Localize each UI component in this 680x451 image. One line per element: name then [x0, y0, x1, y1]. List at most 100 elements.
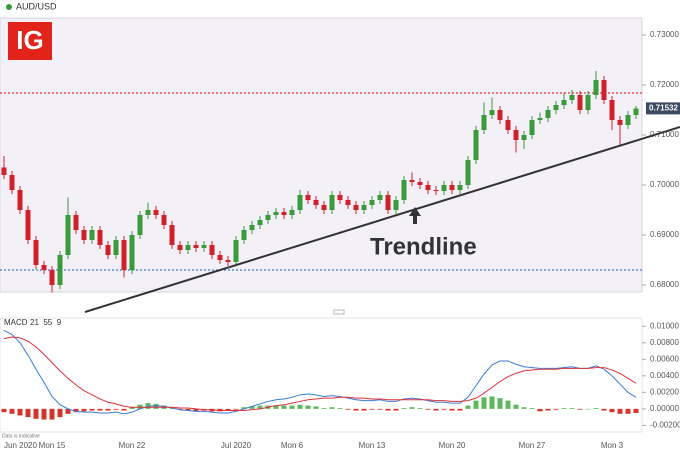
x-tick-label: Jun 2020 — [4, 441, 37, 450]
trendline — [84, 126, 680, 313]
histogram-bar — [249, 406, 255, 409]
candle-body — [545, 110, 551, 118]
histogram-bar — [65, 408, 71, 414]
histogram-bar — [377, 408, 383, 410]
candle-body — [497, 110, 503, 120]
histogram-bar — [289, 405, 295, 409]
candle-body — [169, 225, 175, 245]
candle-body — [209, 245, 215, 255]
histogram-bar — [241, 407, 247, 409]
histogram-bar — [361, 408, 367, 411]
candle-body — [145, 210, 151, 215]
y-tick-label: 0.00800 — [650, 338, 679, 347]
histogram-bar — [633, 408, 639, 413]
candle-body — [297, 195, 303, 210]
candle-body — [313, 200, 319, 205]
y-tick-label: 0.70000 — [650, 180, 679, 189]
price-tag-label: 0.71532 — [649, 104, 678, 113]
x-tick-label: Mon 20 — [439, 441, 466, 450]
arrow — [409, 207, 421, 224]
candle-body — [233, 240, 239, 262]
candle-body — [449, 185, 455, 190]
candle-body — [569, 95, 575, 100]
histogram-bar — [57, 408, 63, 418]
candle-body — [273, 212, 279, 215]
histogram-bar — [561, 408, 567, 409]
x-tick-label: Mon 22 — [119, 441, 146, 450]
histogram-bar — [393, 408, 399, 411]
histogram-bar — [233, 408, 239, 410]
candle-body — [537, 118, 543, 120]
candle-body — [585, 95, 591, 110]
histogram-bar — [569, 408, 575, 409]
candle-body — [401, 180, 407, 200]
price-tag — [646, 102, 680, 115]
y-tick-label: 0.69000 — [650, 230, 679, 239]
candle-body — [561, 100, 567, 105]
histogram-bar — [513, 404, 519, 409]
instrument: AUD/USD — [16, 1, 57, 11]
candle-body — [137, 215, 143, 235]
y-tick-label: 0.00600 — [650, 354, 679, 363]
histogram-bar — [73, 408, 79, 413]
histogram-bar — [529, 408, 535, 409]
histogram-bar — [385, 408, 391, 411]
candle-body — [257, 220, 263, 225]
histogram-bar — [105, 408, 111, 411]
histogram-bar — [585, 408, 591, 410]
histogram-bar — [297, 404, 303, 409]
histogram-bar — [369, 408, 375, 410]
histogram-bar — [465, 405, 471, 409]
histogram-bar — [153, 403, 159, 409]
histogram-bar — [257, 405, 263, 409]
histogram-bar — [449, 408, 455, 411]
candle-body — [105, 245, 111, 255]
histogram-bar — [433, 408, 439, 411]
y-tick-label: 0.71000 — [650, 130, 679, 139]
candle-body — [441, 185, 447, 191]
histogram-bar — [41, 408, 47, 420]
candle-body — [161, 215, 167, 225]
candle-body — [601, 80, 607, 100]
histogram-bar — [353, 408, 359, 411]
candle-body — [361, 205, 367, 210]
candle-body — [529, 120, 535, 135]
macd-label: MACD — [4, 318, 28, 327]
candle-body — [249, 225, 255, 230]
candle-body — [81, 230, 87, 240]
candle-body — [377, 195, 383, 200]
plot-layer: 0.68000 0.69000 0.70000 0.71000 0.72000 0.730… — [0, 30, 680, 450]
candle-body — [385, 195, 391, 210]
candle-body — [41, 265, 47, 270]
histogram-bar — [489, 396, 495, 409]
candle-body — [625, 115, 631, 125]
candle-body — [617, 120, 623, 125]
y-tick-label: 0.00000 — [650, 404, 679, 413]
candle-body — [113, 240, 119, 255]
candle-body — [33, 240, 39, 265]
histogram-bar — [337, 408, 343, 409]
histogram-bar — [89, 408, 95, 411]
histogram-bar — [225, 408, 231, 411]
histogram-bar — [1, 408, 7, 413]
y-tick-label: 0.00400 — [650, 371, 679, 380]
histogram-bar — [457, 408, 463, 411]
macd-params: 21 55 9 — [30, 318, 62, 327]
candle-body — [129, 235, 135, 270]
x-tick-label: Mon 13 — [359, 441, 386, 450]
candle-body — [609, 100, 615, 120]
histogram-bar — [25, 408, 31, 418]
y-tick-label: 0.73000 — [650, 30, 679, 39]
candle-body — [217, 255, 223, 260]
candle-body — [49, 270, 55, 285]
histogram-bar — [505, 400, 511, 409]
candle-body — [473, 130, 479, 160]
macd-panel — [0, 317, 643, 433]
candle-body — [321, 205, 327, 210]
histogram-bar — [593, 408, 599, 409]
y-tick-label: 0.72000 — [650, 80, 679, 89]
candle-body — [153, 210, 159, 215]
candle-body — [409, 180, 415, 182]
candle-body — [553, 105, 559, 110]
candle-body — [505, 120, 511, 130]
